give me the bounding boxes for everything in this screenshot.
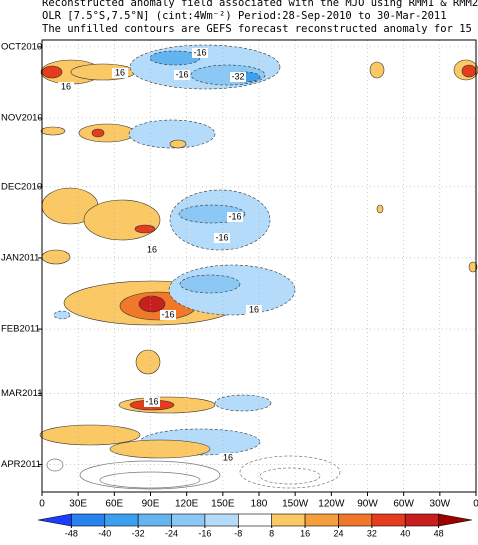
colorbar-label: -16 [198, 528, 211, 538]
colorbar-cell [71, 513, 106, 527]
contour-label: 16 [61, 81, 71, 91]
contour-label-bg [227, 212, 243, 222]
colorbar-cell [304, 513, 339, 527]
contour-label: -32 [231, 71, 244, 81]
colorbar-label: 40 [400, 528, 410, 538]
y-tick-label: APR2011 [1, 459, 41, 470]
x-tick-label: 180 [251, 499, 268, 510]
contour-label: -16 [215, 232, 228, 242]
anomaly-blob [369, 61, 385, 79]
x-tick-label: 30E [69, 499, 87, 510]
anomaly-blob [41, 249, 71, 265]
anomaly-blob [179, 274, 241, 294]
colorbar-label: -40 [98, 528, 111, 538]
colorbar-cell [271, 513, 306, 527]
y-tick-label: FEB2011 [1, 324, 40, 335]
anomaly-blob [78, 123, 136, 143]
contour-label-bg [246, 305, 262, 315]
anomaly-field [39, 44, 478, 490]
y-tick-label: NOV2010 [1, 113, 43, 124]
x-tick-label: 0 [473, 499, 478, 510]
anomaly-blob [39, 424, 141, 446]
colorbar-cell [338, 513, 373, 527]
colorbar-label: -8 [234, 528, 242, 538]
contour-label-bg [220, 453, 236, 463]
colorbar-cell [238, 513, 272, 527]
x-tick-label: 150E [211, 499, 235, 510]
contour-label-bg [144, 397, 160, 407]
contour-label: -16 [145, 396, 158, 406]
colorbar-label: 48 [434, 528, 444, 538]
x-tick-label: 90E [142, 499, 160, 510]
contour-label: 16 [249, 304, 259, 314]
colorbar-cell [371, 513, 406, 527]
colorbar-label: 24 [333, 528, 343, 538]
contour-label-bg [230, 72, 246, 82]
anomaly-blob [376, 204, 384, 214]
x-tick-label: 60W [393, 499, 414, 510]
anomaly-blob [91, 128, 105, 138]
colorbar-label: 8 [269, 528, 274, 538]
colorbar-cell [204, 513, 239, 527]
y-tick-label: JAN2011 [1, 252, 39, 263]
anomaly-blob [134, 224, 156, 234]
forecast-contour [99, 471, 201, 489]
title-line: The unfilled contours are GEFS forecast … [42, 23, 478, 35]
colorbar-label: 32 [367, 528, 377, 538]
colorbar-cell [438, 513, 473, 527]
forecast-contour [79, 460, 221, 490]
contour-label-bg [174, 70, 190, 80]
x-tick-label: 90W [357, 499, 378, 510]
y-tick-label: OCT2010 [1, 41, 42, 52]
colorbar-label: -24 [165, 528, 178, 538]
colorbar-label: -32 [132, 528, 145, 538]
colorbar-label: 16 [300, 528, 310, 538]
anomaly-blob [135, 349, 161, 375]
title-line: OLR [7.5°S,7.5°N] (cint:4Wm⁻²) Period:28… [42, 10, 447, 22]
anomaly-blob [169, 139, 187, 149]
title-line: Reconstructed anomaly field associated w… [42, 0, 478, 9]
anomaly-blob [214, 394, 272, 412]
contour-label-bg [192, 48, 208, 58]
anomaly-blob [138, 295, 166, 313]
contour-label: -16 [193, 47, 206, 57]
contour-label: 16 [147, 244, 157, 254]
colorbar-cell [137, 513, 172, 527]
colorbar-cell [37, 513, 72, 527]
plot-frame [41, 39, 477, 493]
contour-label: -16 [175, 69, 188, 79]
y-tick-label: MAR2011 [1, 388, 43, 399]
x-tick-label: 30W [430, 499, 451, 510]
contour-label-bg [58, 82, 74, 92]
anomaly-blob [109, 439, 211, 459]
forecast-contour [239, 455, 341, 489]
x-tick-label: 150W [282, 499, 309, 510]
x-tick-label: 0 [39, 499, 45, 510]
y-tick-label: DEC2010 [1, 181, 42, 192]
contour-label: 16 [223, 452, 233, 462]
colorbar-cell [404, 513, 439, 527]
contour-label: 16 [115, 67, 125, 77]
anomaly-blob [461, 64, 477, 78]
anomaly-blob [40, 126, 66, 136]
contour-label-bg [160, 310, 176, 320]
contour-label-bg [144, 245, 160, 255]
forecast-contour [259, 467, 321, 485]
colorbar-cell [104, 513, 139, 527]
contour-label-bg [112, 68, 128, 78]
contour-label-bg [214, 233, 230, 243]
colorbar-label: -48 [65, 528, 78, 538]
forecast-contour [46, 458, 64, 472]
colorbar-cell [171, 513, 206, 527]
anomaly-blob [468, 261, 478, 273]
anomaly-blob [83, 199, 161, 241]
contour-label: -16 [161, 309, 174, 319]
x-tick-label: 120W [318, 499, 345, 510]
anomaly-blob [53, 310, 71, 320]
x-tick-label: 120E [175, 499, 199, 510]
x-tick-label: 60E [105, 499, 123, 510]
contour-label: -16 [228, 211, 241, 221]
anomaly-blob [41, 65, 63, 79]
